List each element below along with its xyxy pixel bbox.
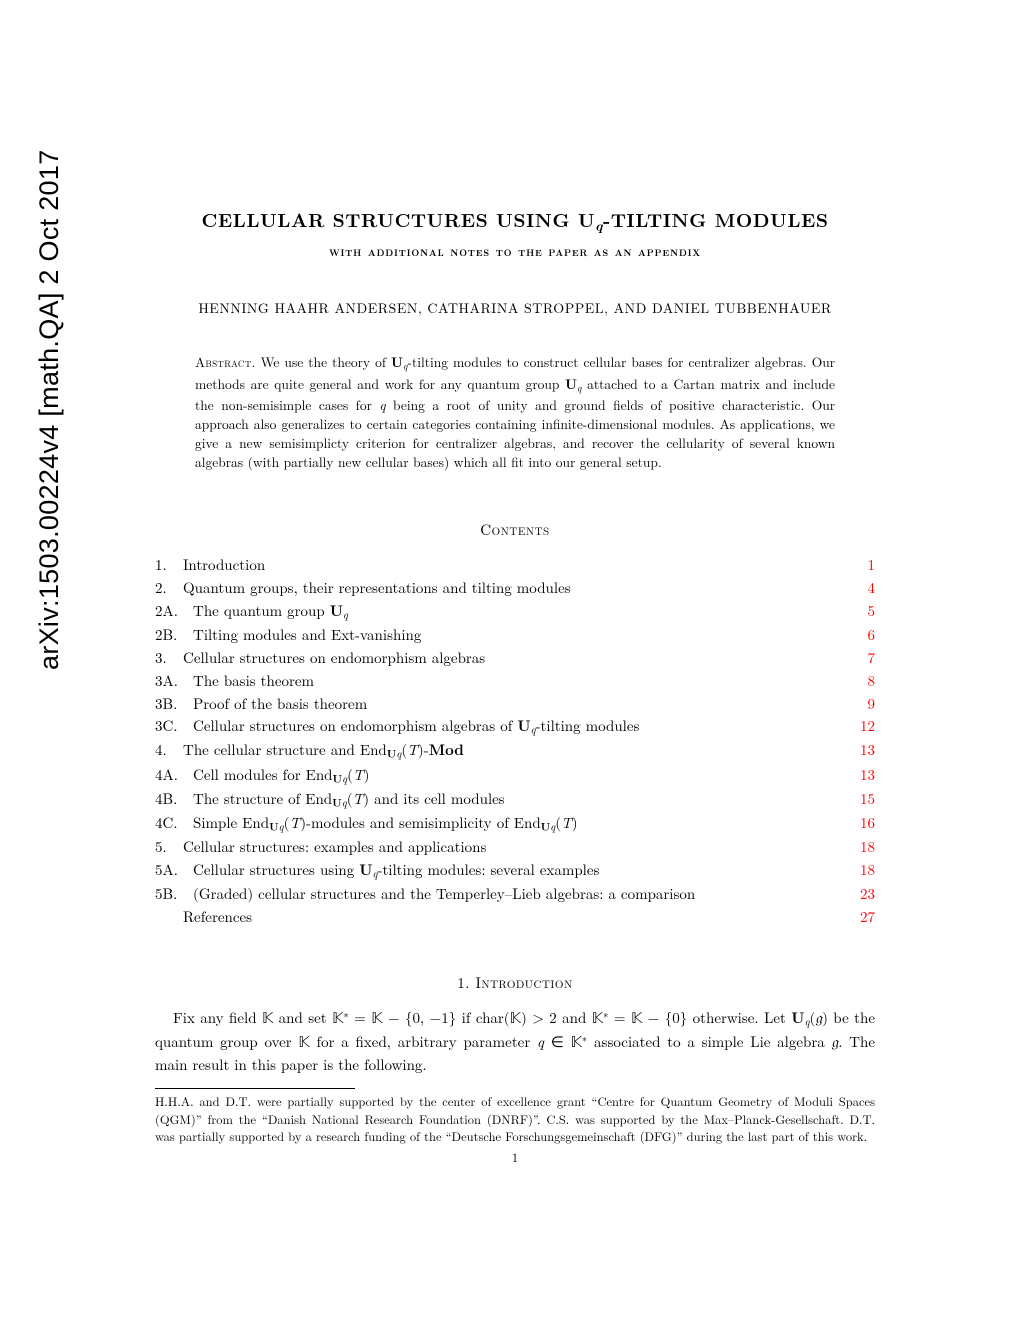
toc-number: 2B.: [155, 624, 193, 647]
toc-number: 1.: [155, 554, 183, 577]
toc-number: 4.: [155, 739, 183, 763]
abstract-block: Abstract. We use the theory of Uq-tiltin…: [195, 352, 835, 471]
title-text-pre: CELLULAR STRUCTURES USING U: [202, 205, 596, 233]
contents-heading: Contents: [155, 519, 875, 540]
toc-row[interactable]: 3B.Proof of the basis theorem 9: [155, 693, 875, 716]
toc-row[interactable]: 3C.Cellular structures on endomorphism a…: [155, 715, 875, 739]
toc-number: 5A.: [155, 859, 193, 883]
toc-title: Cellular structures on endomorphism alge…: [193, 715, 639, 739]
toc-number: [155, 906, 183, 929]
toc-row[interactable]: 2.Quantum groups, their representations …: [155, 577, 875, 600]
toc-number: 4C.: [155, 812, 193, 836]
toc-title: Cell modules for EndUq(T): [193, 764, 370, 788]
toc-row[interactable]: 3.Cellular structures on endomorphism al…: [155, 647, 875, 670]
toc-page-number[interactable]: 6: [851, 624, 875, 647]
footnote-rule: [155, 1088, 355, 1089]
toc-title: The quantum group Uq: [193, 600, 348, 624]
title-subscript: q: [595, 215, 603, 235]
toc-row[interactable]: 5.Cellular structures: examples and appl…: [155, 836, 875, 859]
toc-number: 4A.: [155, 764, 193, 788]
toc-page-number[interactable]: 15: [851, 788, 875, 812]
toc-row[interactable]: 4.The cellular structure and EndUq(T)-Mo…: [155, 739, 875, 763]
toc-page-number[interactable]: 27: [851, 906, 875, 929]
toc-row[interactable]: 4C.Simple EndUq(T)-modules and semisimpl…: [155, 812, 875, 836]
toc-title: Introduction: [183, 554, 265, 577]
toc-row[interactable]: 2B.Tilting modules and Ext-vanishing 6: [155, 624, 875, 647]
toc-row[interactable]: References 27: [155, 906, 875, 929]
toc-number: 3A.: [155, 670, 193, 693]
section-heading-intro: 1. Introduction: [155, 972, 875, 993]
toc-title: Proof of the basis theorem: [193, 693, 367, 716]
toc-title: Quantum groups, their representations an…: [183, 577, 571, 600]
toc-title: The cellular structure and EndUq(T)-Mod: [183, 739, 464, 763]
authors-line: HENNING HAAHR ANDERSEN, CATHARINA STROPP…: [155, 298, 875, 318]
page-number: 1: [155, 1148, 875, 1166]
toc-row[interactable]: 5A.Cellular structures using Uq-tilting …: [155, 859, 875, 883]
toc-page-number[interactable]: 18: [851, 859, 875, 883]
toc-row[interactable]: 4A.Cell modules for EndUq(T) 13: [155, 764, 875, 788]
toc-row[interactable]: 4B.The structure of EndUq(T) and its cel…: [155, 788, 875, 812]
paper-title: CELLULAR STRUCTURES USING Uq-TILTING MOD…: [155, 205, 875, 235]
abstract-text-a: We use the theory of: [256, 352, 391, 371]
toc-title: The basis theorem: [193, 670, 314, 693]
toc-page-number[interactable]: 18: [851, 836, 875, 859]
toc-number: 4B.: [155, 788, 193, 812]
toc-page-number[interactable]: 1: [851, 554, 875, 577]
toc-title: Cellular structures using Uq-tilting mod…: [193, 859, 599, 883]
toc-number: 5.: [155, 836, 183, 859]
toc-title: Cellular structures on endomorphism alge…: [183, 647, 485, 670]
toc-row[interactable]: 2A.The quantum group Uq 5: [155, 600, 875, 624]
toc-page-number[interactable]: 5: [851, 600, 875, 624]
toc-number: 2A.: [155, 600, 193, 624]
toc-page-number[interactable]: 4: [851, 577, 875, 600]
arxiv-watermark: arXiv:1503.00224v4 [math.QA] 2 Oct 2017: [34, 149, 65, 670]
toc-page-number[interactable]: 8: [851, 670, 875, 693]
toc-title: References: [183, 906, 252, 929]
toc-page-number[interactable]: 13: [851, 739, 875, 763]
toc-title: Cellular structures: examples and applic…: [183, 836, 486, 859]
abstract-label: Abstract.: [195, 352, 256, 371]
toc-number: 3C.: [155, 715, 193, 739]
toc-row[interactable]: 3A.The basis theorem 8: [155, 670, 875, 693]
toc-number: 5B.: [155, 883, 193, 906]
page-content: CELLULAR STRUCTURES USING Uq-TILTING MOD…: [155, 205, 875, 1166]
intro-paragraph: Fix any field 𝕂 and set 𝕂∗ = 𝕂 − {0, −1}…: [155, 1007, 875, 1076]
toc-number: 3B.: [155, 693, 193, 716]
toc-title: Tilting modules and Ext-vanishing: [193, 624, 421, 647]
toc-page-number[interactable]: 23: [851, 883, 875, 906]
footnote-text: H.H.A. and D.T. were partially supported…: [155, 1093, 875, 1146]
toc-title: Simple EndUq(T)-modules and semisimplici…: [193, 812, 578, 836]
toc-page-number[interactable]: 12: [851, 715, 875, 739]
toc-page-number[interactable]: 9: [851, 693, 875, 716]
toc-row[interactable]: 1.Introduction 1: [155, 554, 875, 577]
toc-row[interactable]: 5B.(Graded) cellular structures and the …: [155, 883, 875, 906]
toc-page-number[interactable]: 13: [851, 764, 875, 788]
table-of-contents: 1.Introduction12.Quantum groups, their r…: [155, 554, 875, 928]
toc-title: The structure of EndUq(T) and its cell m…: [193, 788, 505, 812]
title-text-post: -TILTING MODULES: [603, 205, 829, 233]
toc-page-number[interactable]: 16: [851, 812, 875, 836]
toc-number: 3.: [155, 647, 183, 670]
toc-page-number[interactable]: 7: [851, 647, 875, 670]
toc-number: 2.: [155, 577, 183, 600]
paper-subtitle: with additional notes to the paper as an…: [155, 241, 875, 260]
toc-title: (Graded) cellular structures and the Tem…: [193, 883, 695, 906]
